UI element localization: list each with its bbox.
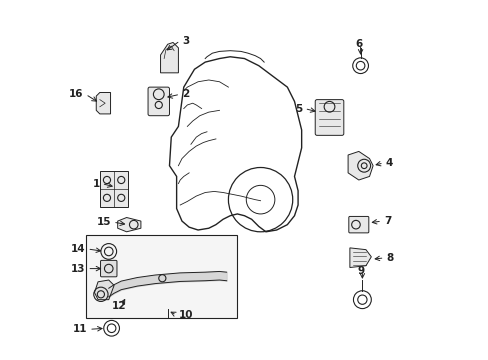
Text: 12: 12 bbox=[112, 301, 126, 311]
FancyBboxPatch shape bbox=[315, 100, 343, 135]
Text: 3: 3 bbox=[182, 36, 189, 46]
Polygon shape bbox=[349, 248, 370, 267]
Text: 10: 10 bbox=[178, 310, 193, 320]
FancyBboxPatch shape bbox=[148, 87, 169, 116]
FancyBboxPatch shape bbox=[348, 216, 368, 233]
Text: 16: 16 bbox=[69, 89, 83, 99]
FancyBboxPatch shape bbox=[101, 260, 117, 277]
Text: 9: 9 bbox=[356, 266, 364, 276]
Polygon shape bbox=[94, 280, 114, 300]
Text: 13: 13 bbox=[71, 264, 85, 274]
Polygon shape bbox=[118, 217, 141, 232]
Text: 6: 6 bbox=[354, 39, 362, 49]
Text: 1: 1 bbox=[92, 179, 100, 189]
Text: 5: 5 bbox=[295, 104, 302, 113]
Polygon shape bbox=[347, 152, 372, 180]
Text: 8: 8 bbox=[386, 253, 393, 263]
Text: 14: 14 bbox=[71, 244, 85, 254]
Bar bbox=[85, 235, 237, 318]
Text: 7: 7 bbox=[383, 216, 390, 226]
Polygon shape bbox=[96, 93, 110, 114]
Text: 11: 11 bbox=[73, 324, 87, 334]
Text: 4: 4 bbox=[385, 158, 392, 168]
Text: 2: 2 bbox=[182, 89, 189, 99]
Polygon shape bbox=[160, 42, 178, 73]
Bar bbox=[100, 171, 128, 207]
Text: 15: 15 bbox=[97, 217, 111, 227]
